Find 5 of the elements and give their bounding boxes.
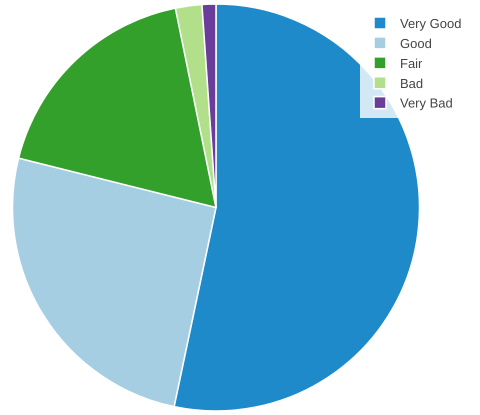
- legend-label: Good: [400, 36, 432, 51]
- legend-label: Very Good: [400, 16, 462, 32]
- legend-label: Bad: [400, 76, 424, 91]
- legend-label: Very Bad: [400, 96, 453, 111]
- legend-label: Fair: [400, 56, 424, 71]
